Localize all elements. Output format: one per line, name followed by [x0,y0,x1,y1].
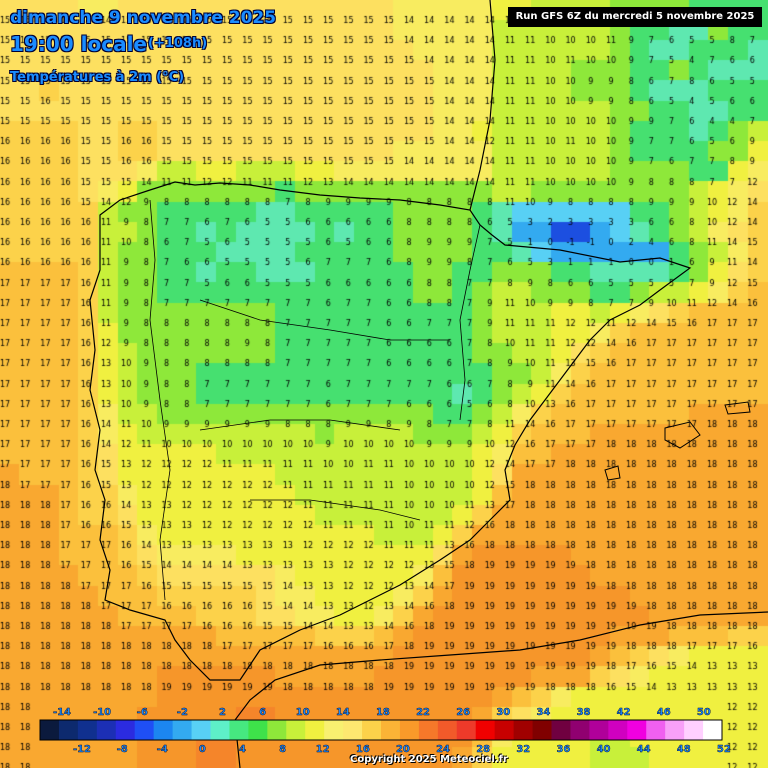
run-label: Run GFS 6Z du mercredi 5 novembre 2025 [508,7,762,27]
variable-title: Températures à 2m (°C) [10,70,185,85]
copyright: Copyright 2025 Meteociel.fr [350,754,508,765]
forecast-lead-time: (+108h) [148,36,208,51]
forecast-date: dimanche 9 novembre 2025 [10,8,277,28]
forecast-time: 19:00 locale [10,32,147,56]
